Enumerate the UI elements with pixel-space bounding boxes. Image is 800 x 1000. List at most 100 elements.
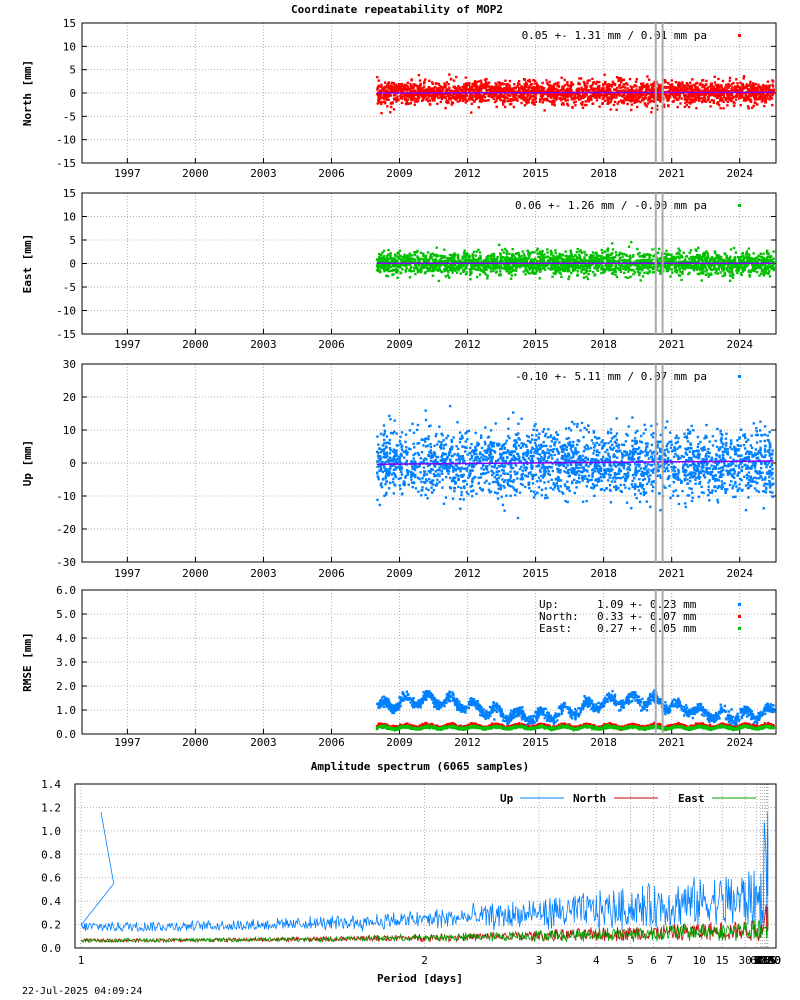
data-point bbox=[466, 83, 469, 87]
data-point bbox=[603, 73, 606, 76]
data-point bbox=[500, 266, 504, 270]
data-point bbox=[445, 87, 448, 91]
data-point bbox=[516, 99, 519, 102]
data-point bbox=[471, 256, 475, 259]
data-point bbox=[434, 82, 438, 85]
data-point bbox=[405, 266, 408, 270]
data-point bbox=[431, 92, 435, 95]
data-point bbox=[473, 80, 477, 83]
data-point bbox=[768, 91, 771, 95]
data-point bbox=[703, 258, 707, 262]
data-point bbox=[745, 97, 749, 101]
data-point bbox=[678, 274, 682, 277]
data-point bbox=[601, 251, 604, 255]
data-point bbox=[535, 88, 538, 91]
data-point bbox=[570, 271, 573, 275]
data-point bbox=[386, 275, 390, 278]
data-point bbox=[753, 262, 756, 266]
data-point bbox=[710, 98, 714, 102]
data-point bbox=[385, 274, 388, 277]
data-point bbox=[468, 86, 472, 89]
data-point bbox=[534, 97, 537, 100]
data-point bbox=[744, 94, 748, 98]
data-point bbox=[566, 256, 569, 259]
data-point bbox=[555, 266, 558, 269]
y-axis-label: North [mm] bbox=[21, 60, 34, 126]
data-point bbox=[621, 255, 624, 258]
data-point bbox=[377, 79, 380, 82]
data-point bbox=[526, 99, 529, 103]
data-point bbox=[630, 86, 634, 90]
data-point bbox=[535, 249, 539, 252]
data-point bbox=[562, 103, 565, 106]
data-point bbox=[723, 274, 727, 277]
data-point bbox=[422, 254, 425, 257]
data-point bbox=[583, 256, 586, 260]
data-point bbox=[448, 262, 452, 266]
data-point bbox=[762, 83, 765, 87]
data-point bbox=[626, 83, 629, 86]
data-point bbox=[647, 85, 650, 88]
data-point bbox=[532, 79, 535, 82]
data-point bbox=[618, 83, 621, 87]
data-point bbox=[480, 269, 484, 272]
data-point bbox=[606, 102, 609, 105]
data-point bbox=[416, 269, 419, 272]
data-point bbox=[461, 95, 464, 98]
data-point bbox=[656, 259, 659, 263]
data-point bbox=[475, 275, 479, 279]
data-point bbox=[716, 272, 720, 275]
data-point bbox=[747, 97, 750, 101]
data-point bbox=[683, 268, 687, 271]
data-point bbox=[544, 97, 547, 101]
data-point bbox=[723, 271, 726, 274]
data-point bbox=[714, 94, 717, 97]
data-point bbox=[551, 103, 554, 106]
data-point bbox=[409, 88, 412, 91]
data-point bbox=[487, 99, 490, 102]
data-point bbox=[394, 258, 397, 261]
data-point bbox=[555, 89, 559, 93]
data-point bbox=[390, 105, 393, 109]
data-point bbox=[617, 263, 621, 267]
data-point bbox=[588, 98, 591, 102]
data-point bbox=[671, 271, 674, 274]
data-point bbox=[612, 96, 616, 99]
data-point bbox=[609, 100, 613, 103]
data-point bbox=[725, 255, 728, 258]
data-point bbox=[728, 279, 732, 282]
data-point bbox=[620, 252, 624, 255]
data-point bbox=[428, 79, 431, 83]
data-point bbox=[730, 83, 734, 86]
data-point bbox=[595, 251, 598, 255]
data-point bbox=[623, 271, 626, 275]
data-point bbox=[770, 97, 774, 100]
data-point bbox=[708, 266, 711, 269]
data-point bbox=[547, 267, 550, 270]
data-point bbox=[675, 98, 679, 101]
data-point bbox=[725, 256, 728, 260]
data-point bbox=[664, 266, 668, 270]
data-point bbox=[685, 82, 689, 85]
data-point bbox=[469, 277, 472, 281]
data-point bbox=[518, 87, 522, 90]
data-point bbox=[387, 81, 391, 85]
data-point bbox=[390, 89, 393, 92]
data-point bbox=[739, 81, 742, 84]
data-point bbox=[666, 99, 669, 102]
data-point bbox=[415, 251, 418, 254]
data-point bbox=[714, 83, 718, 87]
data-point bbox=[674, 80, 678, 84]
data-point bbox=[413, 97, 416, 100]
data-point bbox=[648, 269, 651, 273]
data-point bbox=[475, 250, 478, 253]
data-point bbox=[705, 79, 708, 83]
data-point bbox=[387, 86, 390, 89]
data-point bbox=[463, 95, 467, 98]
data-point bbox=[693, 98, 696, 102]
data-point bbox=[586, 277, 590, 281]
data-point bbox=[449, 98, 452, 101]
data-point bbox=[740, 96, 743, 99]
data-point bbox=[578, 83, 581, 86]
data-point bbox=[399, 263, 403, 266]
